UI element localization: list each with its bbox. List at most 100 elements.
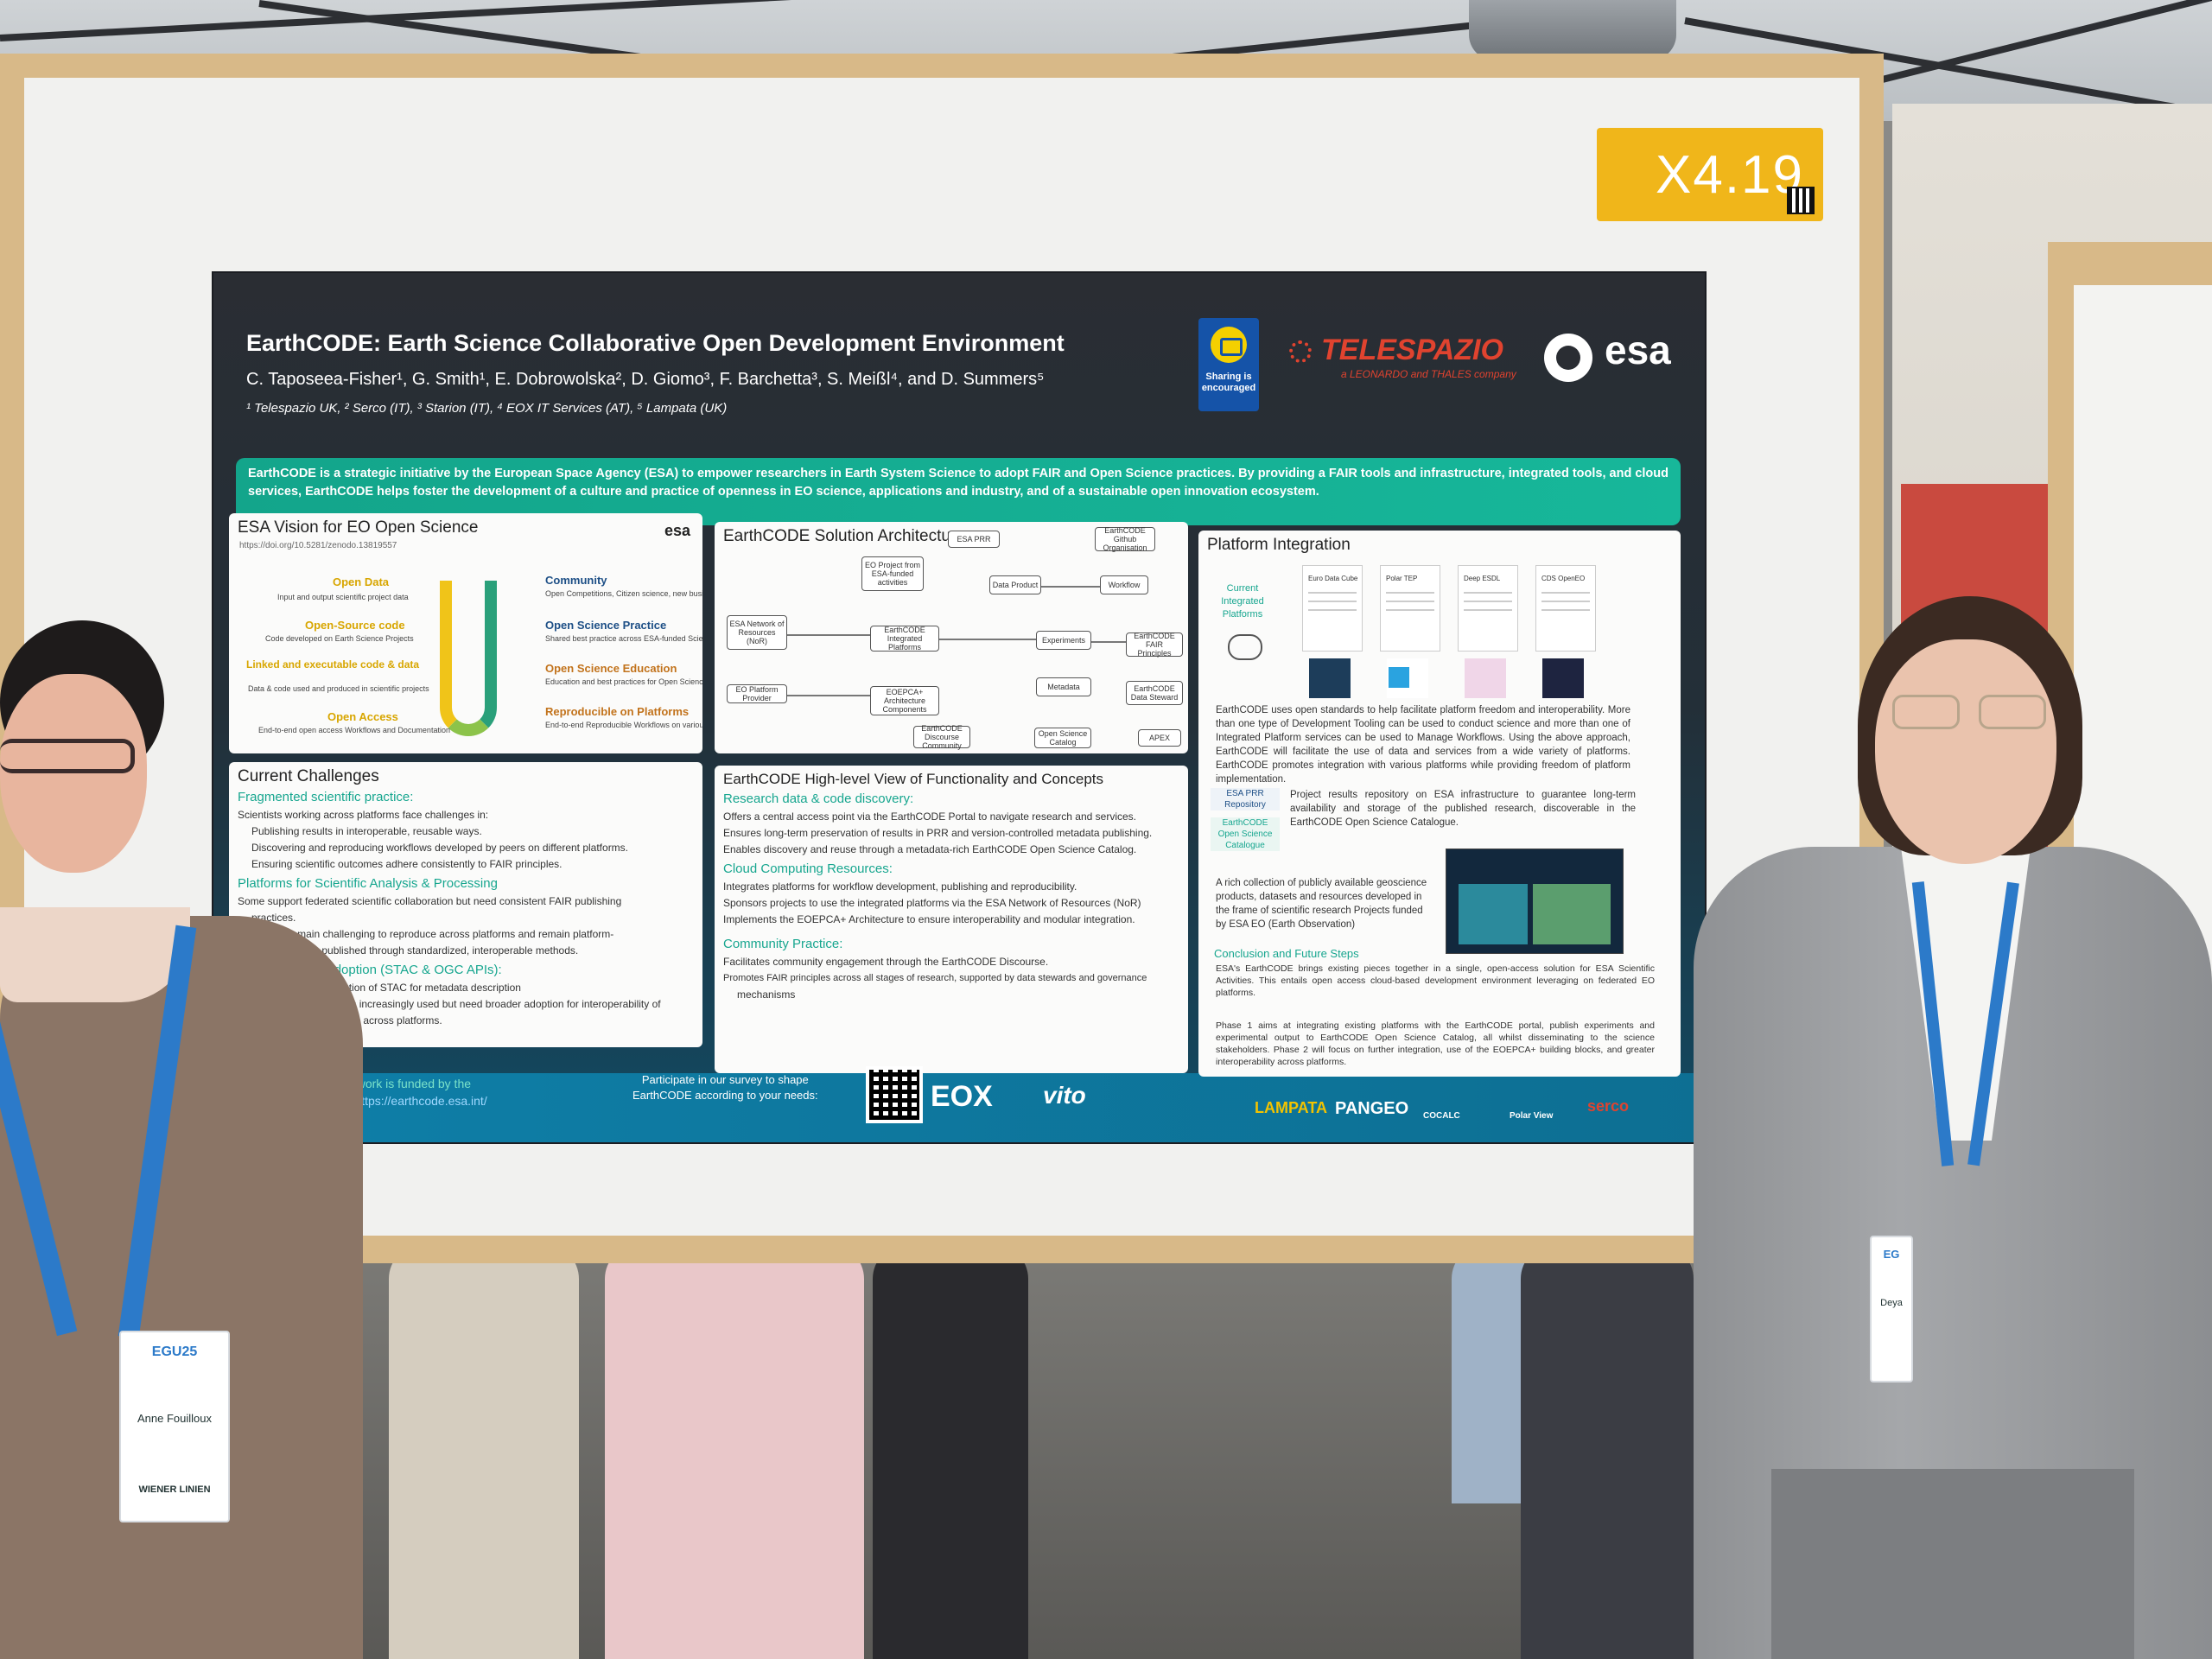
arch-box: ESA PRR (948, 531, 1000, 548)
vision-left-desc: Input and output scientific project data (277, 593, 409, 601)
conference-badge: EG Deya (1870, 1236, 1913, 1382)
pangeo-logo: PANGEO (1335, 1099, 1409, 1118)
arch-box: EOEPCA+ Architecture Components (870, 686, 939, 715)
platform-card-title: CDS OpenEO (1541, 575, 1586, 582)
functionality-bullet: Enables discovery and reuse through a me… (723, 843, 1137, 855)
booth-number: X4.19 (1656, 144, 1805, 205)
open-science-u-diagram (440, 581, 497, 736)
polar-view-logo: Polar View (1510, 1111, 1554, 1121)
text-line (1308, 601, 1357, 602)
vision-left-desc: Data & code used and produced in scienti… (248, 684, 429, 693)
platform-card: Deep ESDL (1458, 565, 1518, 652)
face (1875, 639, 2056, 864)
survey-text: Participate in our survey to shape Earth… (632, 1072, 818, 1103)
challenges-bullet: specific unless published through standa… (251, 944, 579, 957)
intro-banner: EarthCODE is a strategic initiative by t… (236, 458, 1681, 525)
text-line (1386, 592, 1434, 594)
vision-left-label: Open Access (327, 710, 398, 723)
platform-card-title: Deep ESDL (1464, 575, 1501, 582)
serco-logo: serco (1587, 1097, 1630, 1115)
arch-box: EarthCODE Integrated Platforms (870, 626, 939, 652)
esa-prr-tag: ESA PRR Repository (1211, 788, 1280, 810)
visitor-background (605, 1244, 864, 1659)
vision-left-desc: Code developed on Earth Science Projects (265, 634, 414, 643)
vito-logo: vito (1043, 1082, 1086, 1109)
functionality-panel: EarthCODE High-level View of Functionali… (715, 766, 1188, 1073)
polar-tep-logo (1387, 658, 1428, 698)
arch-box: APEX (1138, 729, 1181, 747)
collection-text: A rich collection of publicly available … (1216, 878, 1427, 930)
functionality-title: EarthCODE High-level View of Functionali… (723, 771, 1104, 787)
architecture-panel: EarthCODE Solution Architecture ESA PRR … (715, 522, 1188, 753)
text-line (1308, 592, 1357, 594)
arch-box: ESA Network of Resources (NoR) (727, 615, 787, 650)
vision-right-label: Open Science Education (545, 662, 677, 675)
vision-right-desc: End-to-end Reproducible Workflows on var… (545, 721, 702, 729)
challenges-bullet: Scientists working across platforms face… (238, 809, 489, 821)
challenges-bullet: Ensuring scientific outcomes adhere cons… (251, 858, 563, 870)
catalogue-tag: EarthCODE Open Science Catalogue (1211, 817, 1280, 851)
functionality-bullet: Ensures long-term preservation of result… (723, 827, 1153, 839)
conclusion-text: ESA's EarthCODE brings existing pieces t… (1216, 963, 1655, 998)
telespazio-logo: TELESPAZIO (1321, 334, 1503, 366)
arch-box: Experiments (1036, 631, 1091, 650)
poster-authors: C. Taposeea-Fisher¹, G. Smith¹, E. Dobro… (246, 370, 1045, 389)
functionality-heading: Community Practice: (723, 937, 843, 951)
text-line (1464, 609, 1512, 611)
arch-box: EarthCODE Github Organisation (1095, 526, 1155, 552)
cds-openeo-logo (1542, 658, 1584, 698)
vision-left-label: Open-Source code (305, 619, 405, 632)
vision-right-label: Open Science Practice (545, 619, 667, 632)
challenges-bullet: Workflows remain challenging to reproduc… (238, 928, 614, 940)
esa-logo: esa (1605, 327, 1671, 372)
architecture-title: EarthCODE Solution Architecture (723, 527, 965, 545)
functionality-bullet: Offers a central access point via the Ea… (723, 810, 1137, 823)
functionality-bullet: Promotes FAIR principles across all stag… (723, 973, 1147, 983)
current-platforms-label: Current Integrated Platforms (1221, 583, 1264, 620)
catalog-screenshot (1446, 849, 1624, 954)
poster-title: EarthCODE: Earth Science Collaborative O… (246, 330, 1065, 356)
arch-connector (787, 695, 870, 696)
functionality-bullet: mechanisms (737, 988, 796, 1001)
sharing-badge-text: Sharing is encouraged (1201, 372, 1256, 393)
ventilation-duct (1469, 0, 1676, 60)
vision-right-label: Community (545, 574, 607, 587)
badge-sponsor: WIENER LINIEN (138, 1484, 211, 1495)
badge-event: EGU25 (151, 1344, 198, 1359)
euro-data-cube-logo (1309, 658, 1351, 698)
functionality-bullet: Facilitates community engagement through… (723, 956, 1049, 968)
survey-qr-code[interactable] (866, 1066, 923, 1123)
arch-box: EO Platform Provider (727, 684, 787, 703)
challenges-title: Current Challenges (238, 767, 379, 785)
cloud-platform-icon (1228, 634, 1262, 660)
text-line (1541, 609, 1590, 611)
eox-logo: EOX (931, 1080, 993, 1113)
text-line (1464, 592, 1512, 594)
vision-right-desc: Open Competitions, Citizen science, new … (545, 589, 702, 598)
scientific-poster: EarthCODE: Earth Science Collaborative O… (212, 271, 1707, 1144)
vision-right-desc: Education and best practices for Open Sc… (545, 677, 702, 686)
vision-doi: https://doi.org/10.5281/zenodo.13819557 (239, 541, 397, 550)
survey-line: EarthCODE according to your needs: (632, 1089, 818, 1102)
text-line (1386, 609, 1434, 611)
arch-box: EarthCODE Data Steward (1126, 681, 1183, 705)
functionality-bullet: Integrates platforms for workflow develo… (723, 880, 1077, 893)
vision-left-label: Open Data (333, 575, 390, 588)
functionality-heading: Cloud Computing Resources: (723, 861, 893, 876)
conclusion-text: Phase 1 aims at integrating existing pla… (1216, 1020, 1655, 1067)
glasses-icon (1892, 695, 2048, 729)
challenges-bullet: Publishing results in interoperable, reu… (251, 825, 482, 837)
challenges-heading: Platforms for Scientific Analysis & Proc… (238, 876, 498, 891)
platform-card: Euro Data Cube (1302, 565, 1363, 652)
text-line (1541, 601, 1590, 602)
prr-text: Project results repository on ESA infras… (1290, 790, 1636, 828)
challenges-bullet: Some support federated scientific collab… (238, 895, 622, 907)
arch-box: Data Product (989, 575, 1041, 594)
arch-connector (1041, 586, 1100, 588)
platform-body-text: EarthCODE uses open standards to help fa… (1216, 705, 1630, 785)
platform-card: Polar TEP (1380, 565, 1440, 652)
arch-connector (1091, 641, 1126, 643)
platform-panel: Platform Integration Current Integrated … (1198, 531, 1681, 1077)
challenges-bullet: practices. (251, 912, 296, 924)
arch-box: Open Science Catalog (1034, 728, 1091, 748)
